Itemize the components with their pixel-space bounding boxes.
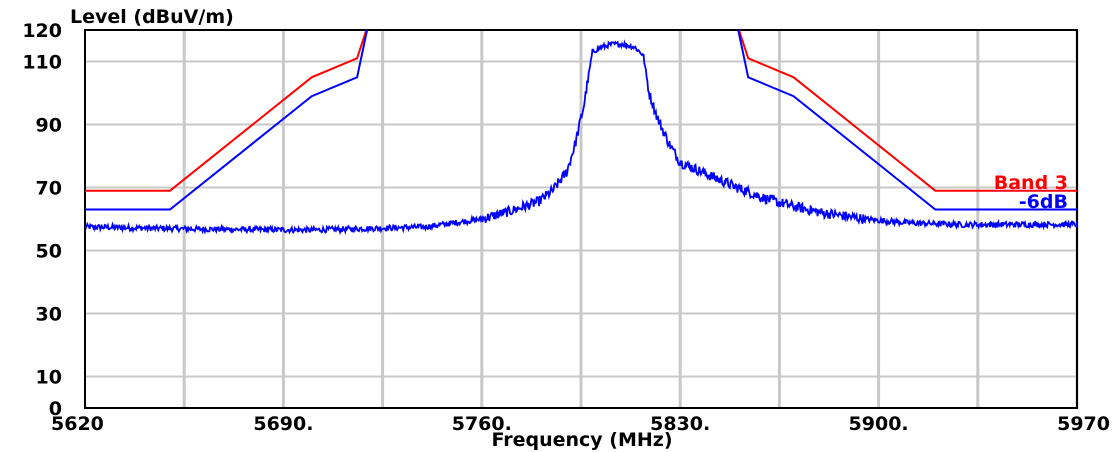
legend-band-3: Band 3 bbox=[994, 172, 1068, 194]
y-tick-label: 120 bbox=[22, 20, 62, 42]
x-tick-label: 5900. bbox=[849, 413, 909, 435]
y-tick-label: 50 bbox=[36, 241, 62, 263]
x-tick-label: 5970 bbox=[1057, 413, 1110, 435]
y-tick-label: 90 bbox=[36, 115, 62, 137]
y-tick-label: 10 bbox=[36, 367, 62, 389]
grid bbox=[84, 29, 1079, 409]
y-tick-label: 30 bbox=[36, 304, 62, 326]
series-measurement-trace bbox=[85, 39, 1077, 236]
y-tick-label: 70 bbox=[36, 178, 62, 200]
series-limit-0 bbox=[85, 30, 1077, 192]
x-tick-label: 5760. bbox=[452, 413, 512, 435]
x-tick-label: 5690. bbox=[253, 413, 313, 435]
axis-ticks: 5620 5690. 5760. 5830. 5900. 5970 0 10 30 50 70 90 1… bbox=[22, 20, 1110, 435]
legend-minus-6db: -6dB bbox=[1019, 191, 1068, 213]
y-tick-label: 0 bbox=[49, 398, 62, 420]
series-limit-1 bbox=[85, 30, 1077, 211]
x-tick-label: 5620 bbox=[51, 413, 104, 435]
x-tick-label: 5830. bbox=[650, 413, 710, 435]
plot-series bbox=[85, 30, 1077, 236]
y-axis-title: Level (dBuV/m) bbox=[70, 6, 234, 28]
y-tick-label: 110 bbox=[22, 52, 62, 74]
plot-frame bbox=[84, 29, 1078, 409]
x-axis-title: Frequency (MHz) bbox=[491, 429, 672, 451]
